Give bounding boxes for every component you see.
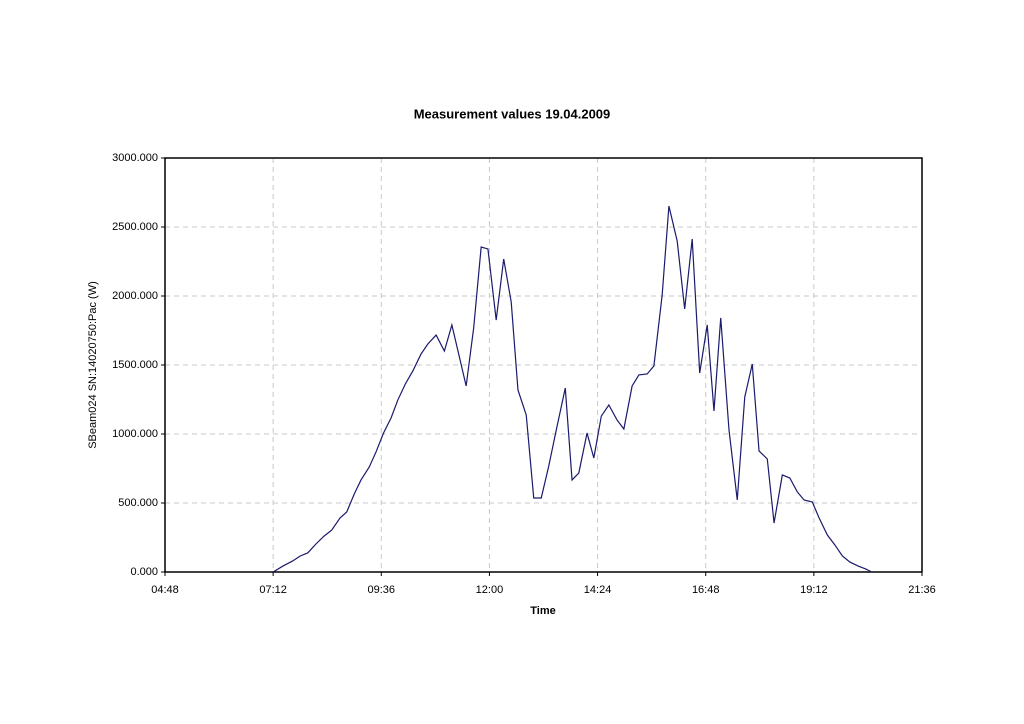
x-tick-label: 07:12 [259, 584, 287, 596]
y-tick-label: 1000.000 [112, 428, 158, 440]
y-axis-title: SBeam024 SN:14020750:Pac (W) [87, 281, 99, 449]
x-tick-label: 19:12 [800, 584, 828, 596]
data-line [272, 205, 872, 573]
y-tick-label: 500.000 [118, 497, 158, 509]
y-tick-label: 1500.000 [112, 359, 158, 371]
x-tick-label: 04:48 [151, 584, 179, 596]
y-tick-label: 2500.000 [112, 221, 158, 233]
x-tick-label: 12:00 [476, 584, 504, 596]
x-axis-title: Time [530, 605, 555, 617]
x-tick-label: 09:36 [368, 584, 396, 596]
x-tick-label: 14:24 [584, 584, 612, 596]
plot-frame [164, 157, 923, 573]
y-tick-label: 0.000 [130, 566, 158, 578]
x-tick-label: 16:48 [692, 584, 720, 596]
chart-title: Measurement values 19.04.2009 [414, 106, 611, 121]
x-tick-label: 21:36 [908, 584, 936, 596]
y-tick-label: 2000.000 [112, 290, 158, 302]
y-tick-label: 3000.000 [112, 152, 158, 164]
